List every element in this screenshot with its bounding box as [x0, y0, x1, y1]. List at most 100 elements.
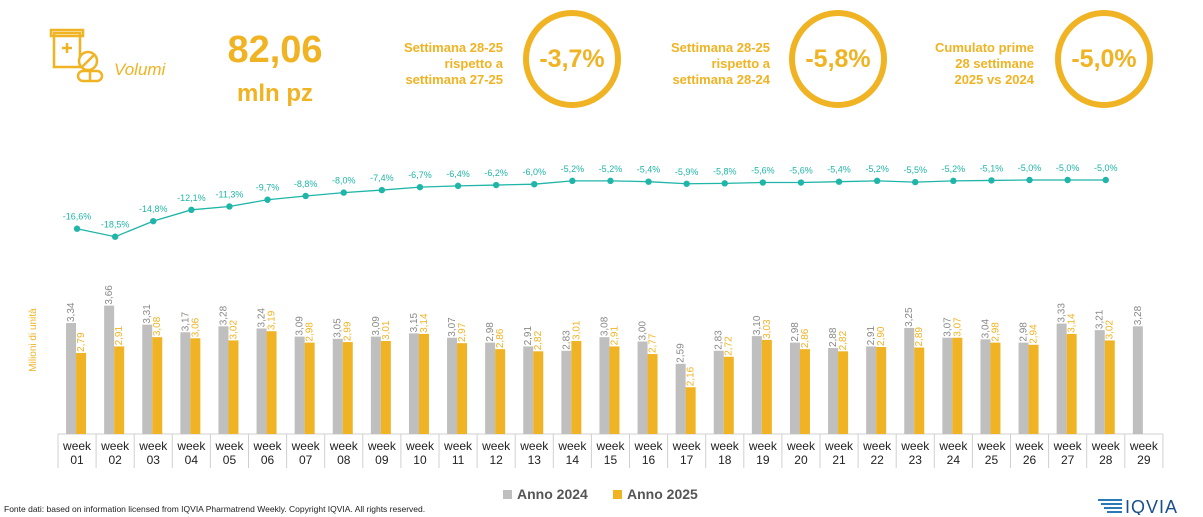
x-tick-label-number: 02: [108, 453, 122, 467]
x-tick-label-number: 06: [261, 453, 275, 467]
data-label-2025: 3,14: [419, 313, 430, 333]
bar-2025: [723, 356, 734, 434]
data-label-2025: 2,77: [648, 333, 659, 353]
cumulative-change-point: [797, 179, 805, 186]
data-label-2025: 2,79: [76, 332, 87, 352]
x-tick-label: week: [1053, 439, 1083, 453]
y-axis-label: Milioni di unità: [28, 308, 39, 372]
x-tick-label-number: 29: [1137, 453, 1151, 467]
data-label-2024: 2,83: [714, 330, 725, 350]
bar-2024: [447, 337, 458, 434]
data-label-2025: 2,90: [876, 326, 887, 346]
data-label-2025: 2,91: [609, 326, 620, 346]
data-label-2024: 3,08: [599, 316, 610, 336]
bar-2024: [637, 341, 648, 434]
data-label-2025: 3,03: [762, 319, 773, 339]
x-tick-label: week: [824, 439, 854, 453]
cumulative-change-label: -6,4%: [446, 169, 470, 179]
cumulative-change-label: -5,8%: [713, 166, 737, 176]
data-label-2025: 2,86: [800, 328, 811, 348]
x-tick-label: week: [62, 439, 92, 453]
comparison-text-1: Settimana 28-25 rispetto a settimana 27-25: [404, 40, 503, 87]
bar-2025: [380, 340, 391, 434]
comparison-circle-1: -3,7%: [523, 10, 621, 108]
bar-2025: [1104, 340, 1115, 434]
bar-2025: [1066, 333, 1077, 434]
data-label-2025: 3,02: [1105, 320, 1116, 340]
data-label-2025: 3,06: [190, 317, 201, 337]
kpi-unit: mln pz: [237, 80, 313, 107]
x-tick-label-number: 28: [1099, 453, 1113, 467]
x-tick-label-number: 22: [870, 453, 884, 467]
cumulative-change-label: -5,4%: [827, 165, 851, 175]
cumulative-change-point: [264, 196, 271, 203]
bar-2025: [647, 354, 658, 434]
data-label-2024: 3,21: [1095, 309, 1106, 329]
bar-2025: [304, 342, 315, 434]
data-label-2024: 2,91: [523, 326, 534, 346]
bar-2024: [1056, 323, 1067, 434]
data-label-2024: 3,05: [333, 318, 344, 338]
bar-2024: [980, 339, 991, 434]
bar-2024: [485, 342, 496, 434]
data-label-2025: 2,86: [495, 328, 506, 348]
cumulative-change-line: [76, 179, 1106, 238]
data-label-2024: 2,83: [561, 330, 572, 350]
x-tick-label: week: [519, 439, 549, 453]
x-tick-label: week: [1091, 439, 1121, 453]
x-tick-label-number: 05: [223, 453, 237, 467]
comparison-text-2: Settimana 28-25 rispetto a settimana 28-24: [671, 40, 770, 87]
source-note: Fonte dati: based on information license…: [4, 504, 426, 514]
data-label-2024: 3,00: [638, 321, 649, 341]
bar-2024: [1094, 330, 1105, 434]
cumulative-change-point: [111, 233, 119, 240]
x-tick-label: week: [900, 439, 930, 453]
data-label-2024: 3,24: [257, 308, 268, 328]
bar-2025: [914, 347, 925, 434]
x-tick-label: week: [291, 439, 321, 453]
data-label-2025: 3,02: [228, 320, 239, 340]
bar-2024: [1132, 326, 1143, 434]
cumulative-change-label: -5,0%: [1056, 163, 1080, 173]
bar-2025: [190, 338, 201, 434]
medicine-package-icon: [49, 28, 104, 83]
bar-2025: [952, 337, 963, 434]
bar-2024: [789, 342, 800, 434]
x-tick-label: week: [138, 439, 168, 453]
x-tick-label-number: 18: [718, 453, 732, 467]
x-tick-label-number: 14: [566, 453, 580, 467]
x-tick-label-number: 10: [413, 453, 427, 467]
x-tick-label: week: [329, 439, 359, 453]
x-tick-label: week: [938, 439, 968, 453]
data-label-2025: 2,98: [990, 322, 1001, 342]
cumulative-change-point: [73, 225, 81, 232]
x-tick-label: week: [862, 439, 892, 453]
x-tick-label-number: 24: [947, 453, 961, 467]
x-tick-label-number: 27: [1061, 453, 1075, 467]
bar-2024: [104, 305, 115, 434]
bar-2024: [218, 326, 229, 434]
bar-2024: [332, 338, 343, 434]
cumulative-change-label: -5,6%: [751, 166, 775, 176]
cumulative-change-point: [950, 177, 957, 185]
data-label-2024: 3,25: [904, 307, 915, 327]
data-label-2025: 2,94: [1029, 324, 1040, 344]
x-tick-label: week: [557, 439, 587, 453]
data-label-2024: 3,07: [942, 317, 953, 337]
bar-2025: [418, 333, 429, 434]
comparison-circle-2: -5,8%: [789, 10, 887, 108]
cumulative-change-label: -5,2%: [599, 164, 623, 174]
cumulative-change-point: [226, 203, 233, 210]
bar-2025: [152, 337, 163, 434]
comparison-circle-3: -5,0%: [1055, 10, 1153, 108]
bar-2025: [876, 346, 887, 434]
x-tick-label: week: [672, 439, 702, 453]
data-label-2024: 2,98: [790, 322, 801, 342]
bar-2024: [66, 323, 77, 434]
data-label-2024: 3,28: [1133, 305, 1144, 325]
data-label-2024: 3,10: [752, 315, 763, 335]
x-tick-label: week: [405, 439, 435, 453]
data-label-2024: 2,98: [485, 322, 496, 342]
bar-2024: [904, 327, 915, 434]
cumulative-change-point: [454, 182, 462, 190]
